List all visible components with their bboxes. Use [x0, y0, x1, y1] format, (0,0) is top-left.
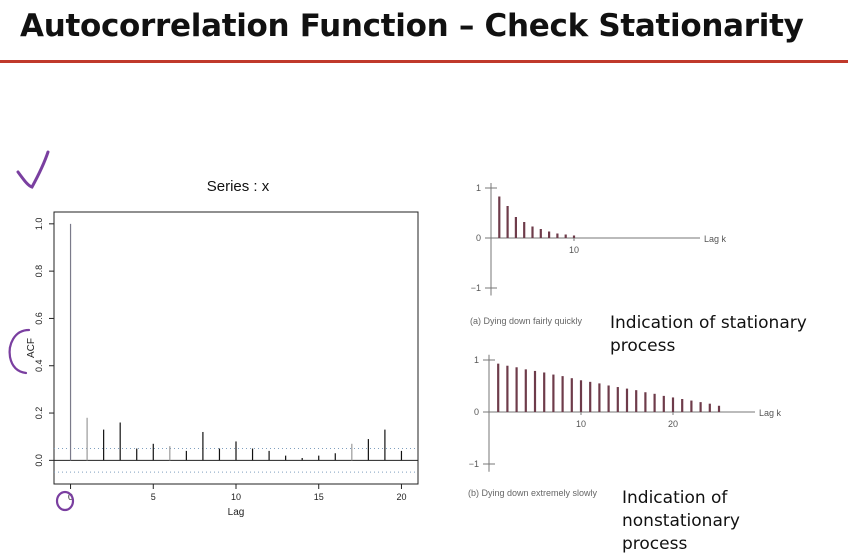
y-tick-label: 0.6 [34, 312, 44, 325]
mini-y-tick-label: 0 [476, 233, 481, 243]
mini-y-tick-label: −1 [471, 283, 481, 293]
mini-x-tick-label: 20 [668, 419, 678, 429]
mini-x-tick-label: 10 [569, 245, 579, 255]
chart-title: Series : x [207, 178, 270, 195]
x-tick-label: 10 [231, 492, 241, 502]
mini-x-tick-label: 10 [576, 419, 586, 429]
x-tick-label: 5 [151, 492, 156, 502]
x-tick-label: 15 [314, 492, 324, 502]
nonstationary-note-line2: process [622, 534, 688, 554]
x-tick-label: 20 [396, 492, 406, 502]
stationary-note: Indication of stationary process [610, 312, 807, 358]
x-tick-label: 0 [68, 492, 73, 502]
mini-caption: (b) Dying down extremely slowly [468, 488, 598, 498]
y-tick-label: 0.2 [34, 407, 44, 420]
y-tick-label: 1.0 [34, 218, 44, 231]
x-axis-label: Lag [228, 507, 245, 518]
y-axis-label: ACF [26, 338, 37, 358]
mini-caption: (a) Dying down fairly quickly [470, 316, 583, 326]
mini-y-tick-label: 1 [476, 183, 481, 193]
mini-lag-label: Lag k [704, 234, 727, 244]
mini-lag-label: Lag k [759, 408, 782, 418]
check-mark-annotation [16, 150, 50, 189]
stationary-note-line1: Indication of stationary [610, 313, 807, 333]
nonstationary-note-line1: Indication of nonstationary [622, 488, 740, 531]
mini-y-tick-label: 1 [474, 355, 479, 365]
mini-y-tick-label: 0 [474, 407, 479, 417]
ylabel-circle-annotation [8, 328, 31, 375]
stationary-note-line2: process [610, 336, 676, 356]
title-underline [0, 60, 848, 63]
y-tick-label: 0.4 [34, 359, 44, 372]
slide-title: Autocorrelation Function – Check Station… [20, 8, 804, 44]
mini-y-tick-label: −1 [469, 459, 479, 469]
y-tick-label: 0.0 [34, 454, 44, 467]
y-tick-label: 0.8 [34, 265, 44, 278]
zero-lag-circle-annotation [55, 490, 75, 512]
nonstationary-note: Indication of nonstationary process [622, 487, 848, 556]
